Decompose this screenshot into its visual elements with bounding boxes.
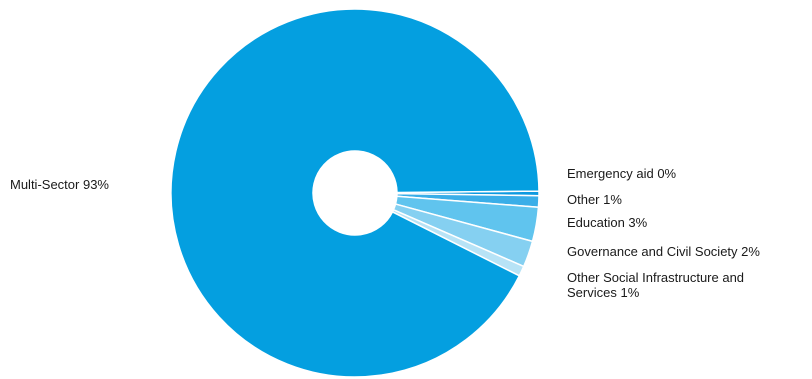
label-governance-civil-society: Governance and Civil Society 2% (567, 244, 760, 259)
label-other-social-infrastructure: Other Social Infrastructure and Services… (567, 270, 745, 300)
label-other: Other 1% (567, 192, 622, 207)
slice-multi-sector (170, 8, 540, 378)
label-multi-sector: Multi-Sector 93% (10, 177, 109, 192)
label-education: Education 3% (567, 215, 648, 230)
label-emergency-aid: Emergency aid 0% (567, 166, 677, 181)
